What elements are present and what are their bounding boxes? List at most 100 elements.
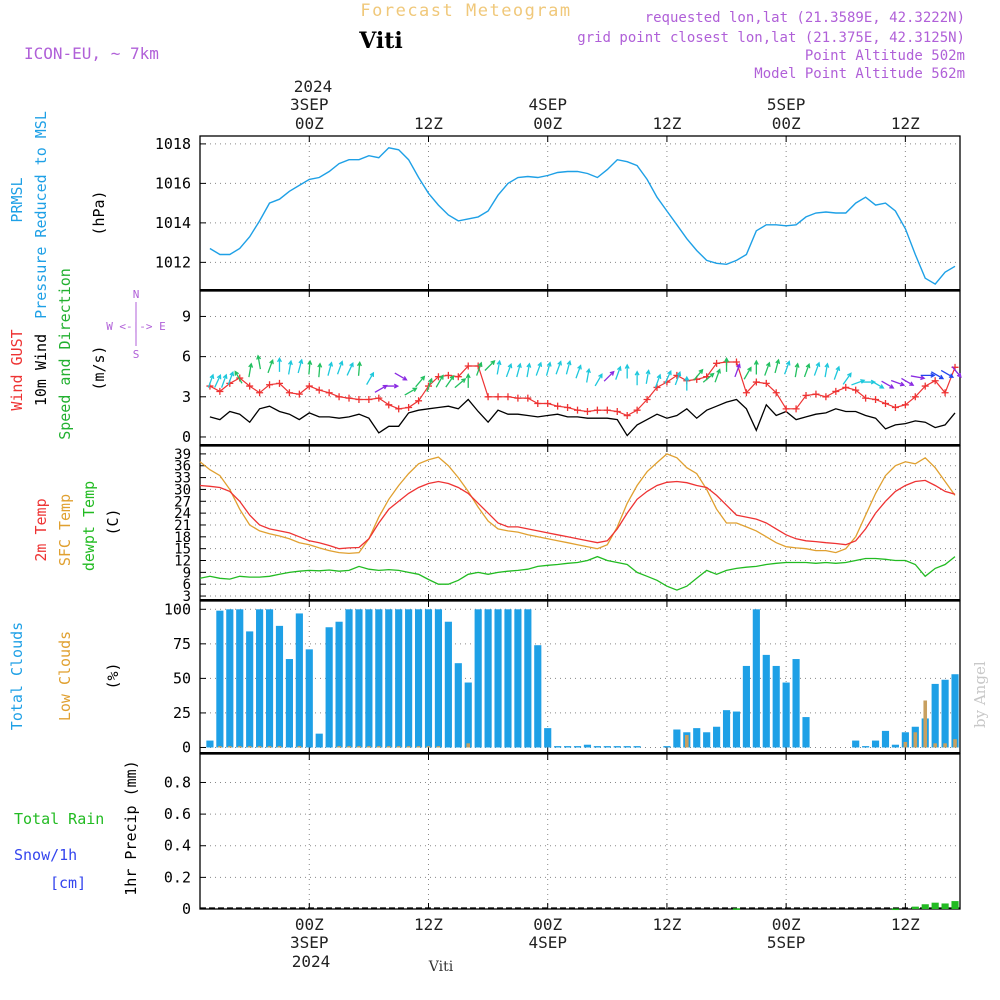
wind-direction-arrow (404, 387, 418, 396)
wind-direction-arrow (813, 361, 821, 376)
wind-direction-arrow (615, 365, 622, 380)
wind-gust-marker (782, 405, 790, 413)
wind-gust-marker (881, 399, 889, 407)
wind-direction-arrow (484, 360, 496, 371)
wind-gust-marker (544, 399, 552, 407)
wind-gust-marker (742, 389, 750, 397)
wind-gust-marker (713, 359, 721, 367)
low-cloud-bar (218, 746, 222, 748)
wind-direction-arrow (297, 358, 304, 374)
rain-bar (941, 903, 949, 909)
wind-gust-marker (524, 394, 532, 402)
wind-direction-arrow (603, 370, 615, 382)
wind-direction-arrow (743, 366, 752, 380)
ytick-label: 21 (174, 518, 191, 534)
watermark: by Angel (971, 661, 989, 728)
low-cloud-bar (426, 746, 431, 748)
ytick-label: 15 (174, 542, 191, 558)
wind-direction-arrow (384, 383, 400, 389)
ytick-label: 0.2 (164, 868, 191, 886)
chart-title: Forecast Meteogram (360, 1, 571, 21)
wind-direction-arrow (227, 370, 235, 386)
ytick-label: 33 (174, 471, 191, 487)
wind-direction-arrow (930, 371, 945, 380)
bottom-time-label: 00Z (772, 915, 801, 934)
wind-direction-arrow (645, 369, 651, 384)
wind-gust-marker (246, 382, 254, 390)
wind-gust-marker (484, 393, 492, 401)
wind-gust-marker (385, 401, 393, 409)
wind-speed-line (209, 398, 956, 437)
total-cloud-bar (454, 663, 462, 748)
wind-gust-marker (405, 404, 413, 412)
ytick-label: 1018 (155, 135, 191, 153)
wind-direction-arrow (535, 361, 543, 376)
total-cloud-bar (226, 609, 234, 748)
total-cloud-bar (494, 609, 502, 748)
compass-south: S (133, 348, 140, 361)
ytick-label: 25 (173, 704, 191, 722)
wind-gust-marker (802, 391, 810, 399)
total-cloud-bar (802, 717, 810, 748)
requested-coords: requested lon,lat (21.3589E, 42.3222N) (645, 10, 965, 26)
ytick-label: 1014 (155, 214, 191, 232)
wind-gust-marker (603, 406, 611, 414)
ytick-label: 0.6 (164, 805, 191, 823)
wind-direction-arrow (317, 362, 323, 378)
wind-direction-arrow (881, 380, 895, 389)
wind-gust-marker (256, 389, 264, 397)
total-cloud-bar (464, 682, 472, 748)
pressure-msl-label: Pressure Reduced to MSL (32, 111, 50, 319)
wind-gust-marker (891, 404, 899, 412)
wind-direction-arrow (753, 359, 759, 375)
total-cloud-bar (583, 744, 592, 748)
total-cloud-bar (544, 728, 552, 748)
pressure-line (209, 147, 956, 286)
wind-gust-marker (633, 406, 641, 414)
low-cloud-bar (685, 735, 689, 748)
t2m-line (199, 479, 956, 550)
point-altitude: Point Altitude 502m (805, 48, 965, 64)
wind-direction-arrow (654, 373, 662, 388)
total-cloud-bar (365, 609, 373, 748)
pressure-unit-label: (hPa) (90, 190, 108, 235)
panel-frame (199, 753, 961, 910)
total-cloud-bar (236, 609, 244, 748)
wind-direction-arrow (594, 373, 603, 387)
low-cloud-bar (347, 746, 351, 748)
snow-label: Snow/1h (14, 846, 77, 864)
low-cloud-bar (436, 746, 441, 748)
wind-gust-marker (275, 379, 283, 387)
wind-gust-marker (772, 389, 780, 397)
wind-panel: 0 3 6 9 (182, 290, 962, 446)
wind-direction-arrow (287, 359, 293, 375)
precip-panel: 0 0.2 0.4 0.6 0.8 (164, 753, 961, 918)
bottom-time-label: 12Z (652, 915, 681, 934)
wind-gust-marker (325, 389, 333, 397)
panel-frame (199, 445, 961, 601)
wind-direction-arrow (256, 354, 262, 370)
total-cloud-bar (325, 627, 333, 748)
total-cloud-bar (762, 654, 770, 748)
wind-direction-arrow (624, 363, 630, 379)
wind-direction-arrow (674, 370, 682, 386)
total-cloud-bar (265, 609, 274, 748)
wind-gust-marker (454, 373, 462, 381)
bottom-time-label: 00Z (533, 915, 562, 934)
wind-direction-arrow (505, 362, 513, 378)
wind-direction-arrow (702, 372, 715, 383)
wind-gust-marker (812, 390, 820, 398)
wind-direction-arrow (465, 373, 471, 388)
wind-gust-line (209, 361, 956, 417)
total-cloud-bar (852, 740, 860, 748)
wind-direction-arrow (565, 360, 572, 375)
ytick-label: 9 (183, 565, 191, 581)
wind-gust-marker (444, 371, 452, 379)
ytick-label: 24 (174, 506, 191, 522)
ytick-label: 0.8 (164, 773, 191, 791)
wind-dir-label: Speed and Direction (56, 268, 74, 440)
total-cloud-bar (703, 732, 711, 748)
